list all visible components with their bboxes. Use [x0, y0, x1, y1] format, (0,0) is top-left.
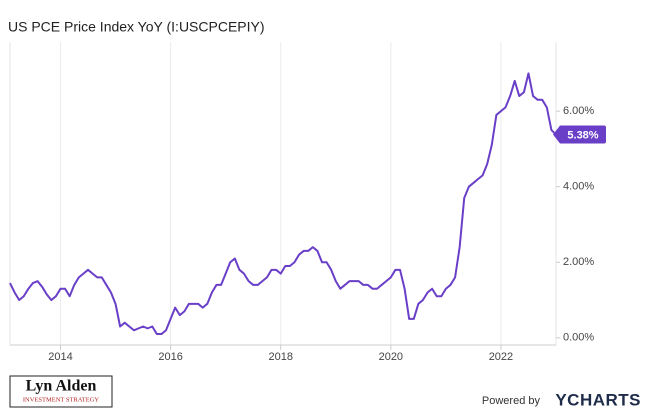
x-tick-label: 2020 — [379, 351, 403, 363]
chart-title: US PCE Price Index YoY (I:USCPCEPIY) — [8, 19, 265, 35]
provider-logo: YCHARTS — [555, 390, 641, 409]
logo-box — [9, 375, 113, 408]
y-tick-label: 6.00% — [563, 105, 594, 117]
end-label-box — [553, 125, 606, 144]
y-tick-label: 4.00% — [563, 181, 594, 193]
logo: Lyn Alden INVESTMENT STRATEGY — [9, 375, 113, 408]
logo-name: Lyn Alden — [26, 378, 97, 395]
y-tick-label: 2.00% — [563, 256, 594, 268]
data-line — [9, 72, 557, 336]
x-tick-label: 2022 — [489, 351, 513, 363]
x-tick-label: 2018 — [268, 351, 292, 363]
end-label: 5.38% — [567, 129, 598, 141]
y-tick-label: 0.00% — [563, 332, 594, 344]
x-tick-label: 2016 — [158, 351, 182, 363]
x-tick-label: 2014 — [48, 351, 72, 363]
powered-by: Powered by — [482, 395, 541, 407]
logo-tagline: INVESTMENT STRATEGY — [23, 396, 100, 403]
